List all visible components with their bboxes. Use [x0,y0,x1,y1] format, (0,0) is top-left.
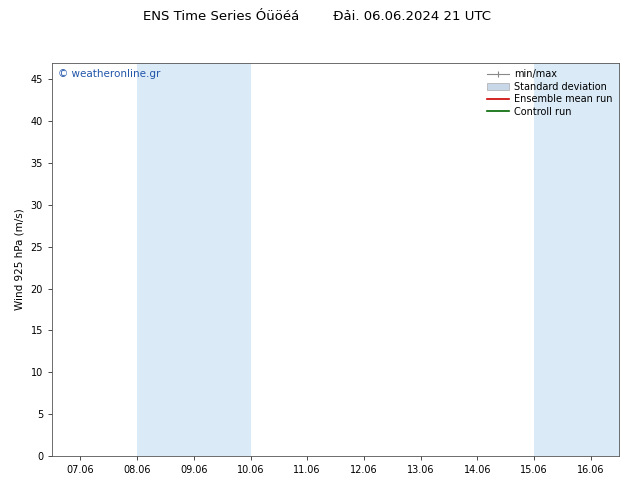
Legend: min/max, Standard deviation, Ensemble mean run, Controll run: min/max, Standard deviation, Ensemble me… [486,68,614,119]
Bar [137,63,194,456]
Bar [534,63,591,456]
Text: © weatheronline.gr: © weatheronline.gr [58,69,160,78]
Bar [591,63,619,456]
Text: ENS Time Series Óüöéá        Đải. 06.06.2024 21 UTC: ENS Time Series Óüöéá Đải. 06.06.2024 21… [143,10,491,23]
Y-axis label: Wind 925 hPa (m/s): Wind 925 hPa (m/s) [15,208,25,310]
Bar [194,63,250,456]
